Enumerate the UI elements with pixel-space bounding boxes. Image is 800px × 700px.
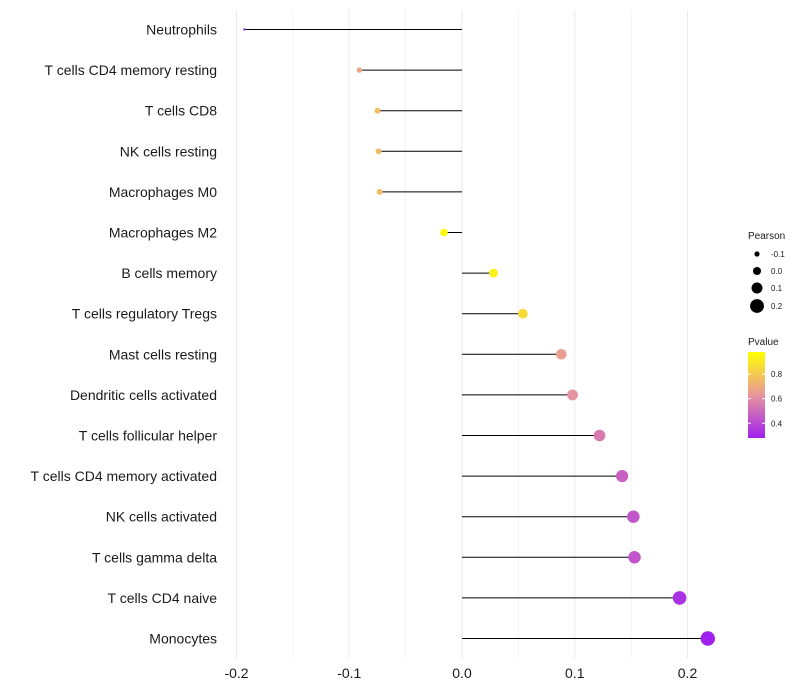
size-legend-label: 0.2 [771, 302, 783, 311]
lollipop-point [672, 591, 687, 605]
x-tick-label: -0.2 [224, 665, 248, 681]
category-label: B cells memory [121, 265, 217, 281]
size-legend-key [754, 251, 760, 257]
lollipop-point [593, 429, 606, 442]
lollipop-point [489, 268, 499, 278]
category-label: T cells gamma delta [92, 549, 217, 565]
category-label: T cells CD4 memory activated [31, 468, 217, 484]
size-legend-key [750, 299, 764, 313]
category-label: Neutrophils [146, 22, 217, 38]
lollipop-points [243, 28, 715, 646]
x-tick-label: 0.1 [565, 665, 585, 681]
category-label: T cells regulatory Tregs [72, 306, 217, 322]
category-label: T cells follicular helper [79, 428, 218, 444]
category-label: Macrophages M0 [109, 184, 217, 200]
grid-lines [236, 10, 688, 658]
lollipop-point [243, 28, 246, 31]
lollipop-point [616, 470, 629, 483]
lollipop-point [700, 631, 715, 646]
category-labels: Neutrophils T cells CD4 memory resting T c… [31, 22, 218, 647]
category-label: NK cells activated [106, 509, 217, 525]
lollipop-point [518, 308, 528, 319]
size-legend-title: Pearson [748, 231, 785, 242]
lollipop-point [555, 348, 567, 360]
size-legend-key [751, 282, 763, 294]
category-label: Macrophages M2 [109, 225, 217, 241]
category-label: T cells CD8 [145, 103, 217, 119]
color-legend-label: 0.4 [771, 419, 783, 428]
x-tick-label: -0.1 [337, 665, 361, 681]
lollipop-point [356, 67, 363, 73]
category-label: T cells CD4 memory resting [45, 62, 217, 78]
size-legend: Pearson -0.1 0.0 0.1 0.2 [748, 231, 785, 313]
x-tick-label: 0.0 [452, 665, 472, 681]
color-legend-label: 0.8 [771, 370, 783, 379]
color-legend-title: Pvalue [748, 337, 779, 348]
pvalue-colorbar [748, 352, 765, 438]
size-legend-label: -0.1 [771, 250, 785, 259]
x-tick-label: 0.2 [678, 665, 698, 681]
lollipop-point [376, 188, 383, 195]
category-label: Mast cells resting [109, 346, 217, 362]
color-legend-label: 0.6 [771, 395, 783, 404]
lollipop-point [375, 148, 382, 155]
lollipop-point [440, 228, 448, 237]
lollipop-point [567, 389, 578, 401]
category-label: T cells CD4 naive [108, 590, 218, 606]
size-legend-label: 0.1 [771, 284, 783, 293]
lollipop-point [627, 510, 640, 523]
color-legend: Pvalue 0.8 0.6 0.4 [748, 337, 783, 438]
category-label: Dendritic cells activated [70, 387, 217, 403]
size-legend-key [752, 266, 762, 276]
category-label: NK cells resting [120, 143, 217, 159]
lollipop-segments [244, 29, 708, 639]
x-axis-ticks: -0.2 -0.1 0.0 0.1 0.2 [224, 665, 697, 681]
lollipop-point [374, 107, 381, 114]
size-legend-label: 0.0 [771, 267, 783, 276]
category-label: Monocytes [149, 631, 217, 647]
lollipop-point [628, 551, 641, 564]
